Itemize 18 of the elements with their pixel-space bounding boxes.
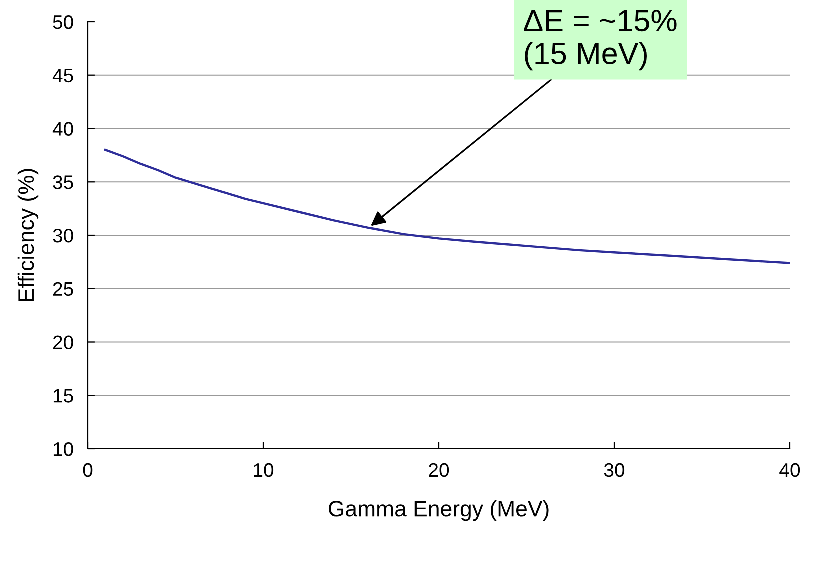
x-tick-label: 20 [429,463,450,478]
x-tick-label: 30 [604,463,625,478]
x-axis-title: Gamma Energy (MeV) [328,500,549,522]
y-tick-label: 35 [53,176,74,190]
y-tick-label: 40 [52,122,74,136]
y-tick-label: 45 [52,69,74,83]
x-tick-label: 40 [780,463,800,478]
x-tick-label: 0 [83,463,93,478]
y-tick-label: 25 [53,282,74,296]
y-tick-label: 10 [54,442,74,456]
line-series [104,148,790,264]
y-tick-label: 50 [53,15,74,30]
x-tick-label: 10 [254,463,274,478]
annotation: ΔE = ~15% (15 MeV) [524,10,677,71]
y-tick-label: 20 [53,336,74,350]
y-tick-label: 15 [54,389,74,403]
y-axis-title: Efficiency (%) [18,169,39,302]
y-tick-label: 30 [53,228,74,243]
